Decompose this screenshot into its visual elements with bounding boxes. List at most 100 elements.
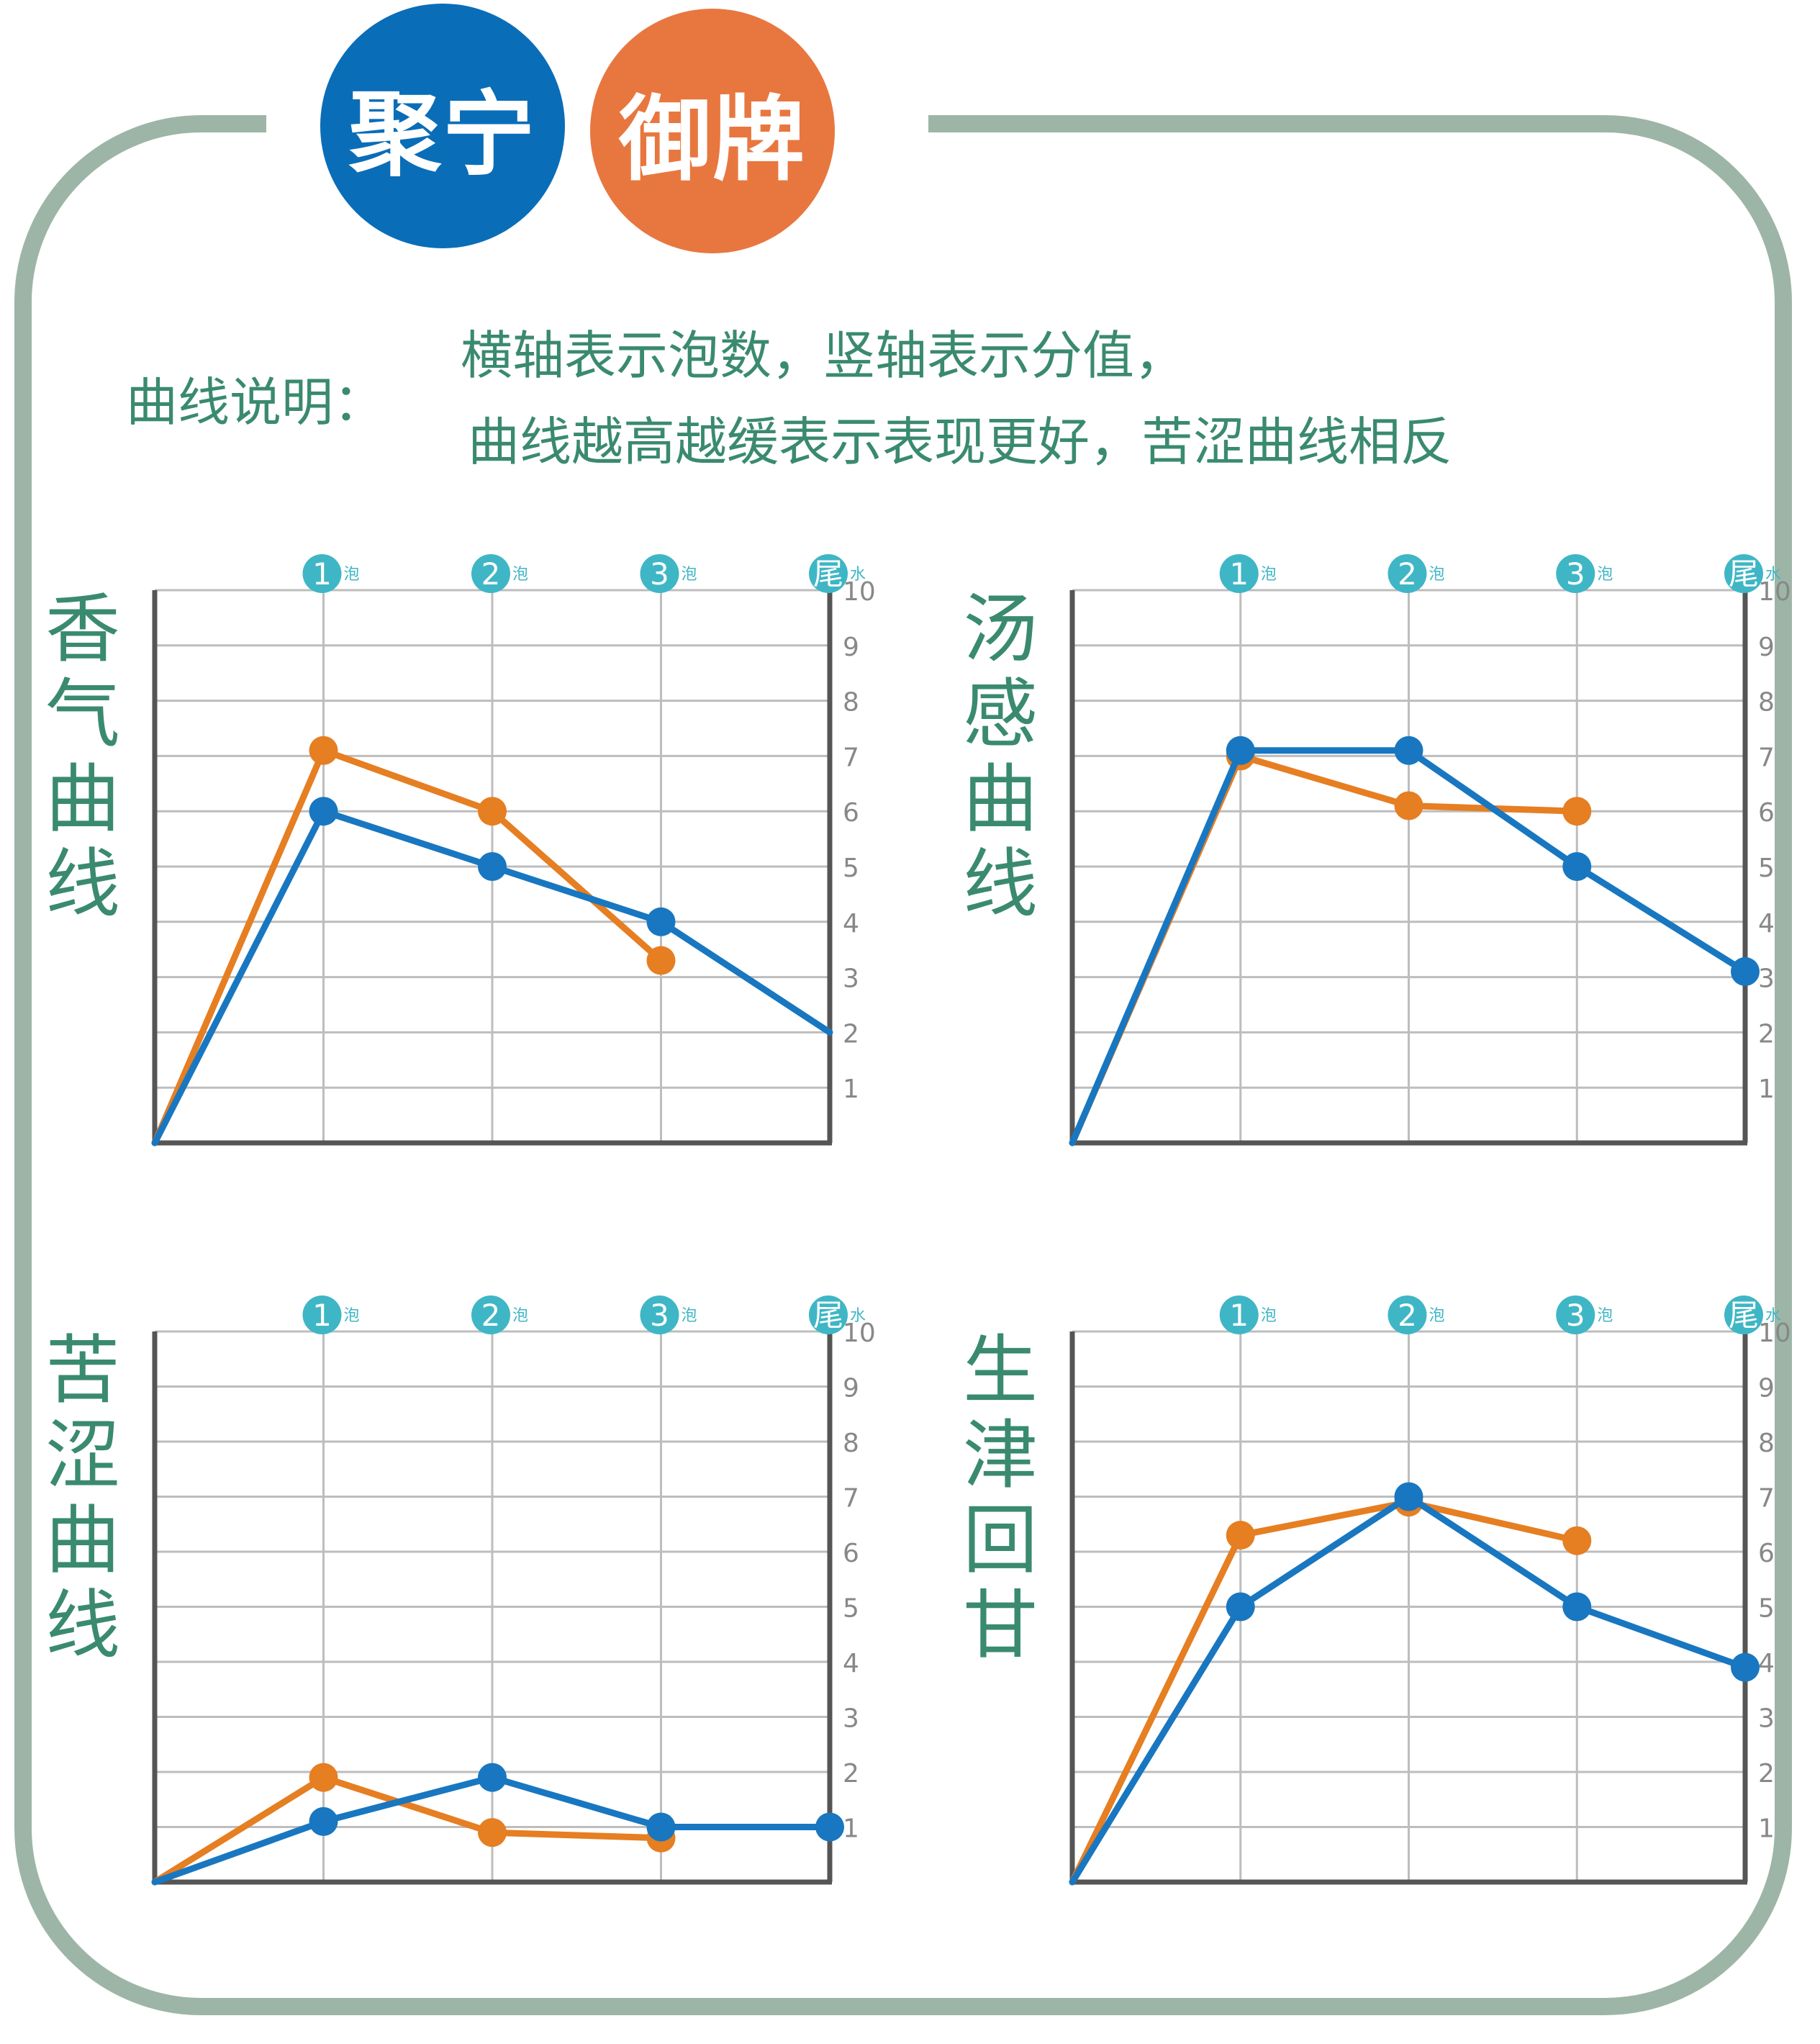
chart-0-ytick-label: 5 [843,854,859,883]
chart-2-series-blue-point [478,1763,507,1792]
chart-3-xmarker-suffix: 水 [1765,1307,1781,1325]
chart-2-xmarker-suffix: 泡 [682,1307,697,1325]
chart-1-xmarker-suffix: 泡 [1597,566,1613,584]
chart-2-ytick-label: 9 [843,1374,859,1403]
chart-2-xmarker-number: 1 [312,1298,332,1333]
chart-2-xmarker-suffix: 泡 [344,1307,360,1325]
chart-2-xmarker-number: 2 [481,1298,501,1333]
chart-2-ytick-label: 7 [843,1484,859,1514]
chart-0-ytick-label: 4 [843,909,859,939]
chart-2-xmarker-suffix: 水 [850,1307,866,1325]
chart-2-xmarker-circle [302,1295,342,1334]
chart-3-xmarker-suffix: 泡 [1597,1307,1613,1325]
chart-0-series-orange-line [151,747,664,1147]
chart-2-series-blue-point [309,1806,338,1836]
chart-0-ytick-label: 7 [843,743,859,772]
chart-title-aroma: 香气曲线 [45,585,120,928]
chart-1-series-blue-point [1731,957,1760,986]
chart-3-series-blue-point [1226,1592,1255,1622]
chart-1-xmarker-circle [1724,554,1763,593]
chart-2-series-blue-point [815,1812,844,1842]
chart-0-ytick-label: 3 [843,964,859,994]
chart-0-series-blue-point [309,797,338,826]
chart-2-series-orange-point [309,1763,338,1792]
chart-title-mouthfeel: 汤感曲线 [962,585,1038,928]
chart-0-xmarker-circle [302,554,342,593]
chart-3-series-blue-point [1394,1482,1423,1511]
chart-1-series-blue-point [1562,852,1592,881]
chart-3-series-orange-point [1226,1521,1255,1550]
chart-1-ytick-label: 6 [1758,798,1775,828]
chart-0-xmarker-number: 1 [312,556,332,592]
chart-2-ytick-label: 3 [843,1704,859,1734]
chart-2-ytick-label: 10 [843,1319,876,1348]
chart-3-xmarker-circle [1556,1295,1595,1334]
chart-3-ytick-label: 2 [1758,1759,1775,1788]
chart-2-ytick-label: 6 [843,1539,859,1568]
chart-3-ytick-label: 4 [1758,1649,1775,1678]
chart-2-ytick-label: 2 [843,1759,859,1788]
chart-3-ytick-label: 9 [1758,1374,1775,1403]
chart-0-ytick-label: 2 [843,1019,859,1049]
chart-0-series-blue-point [478,852,507,881]
chart-3-series-orange-line [1069,1498,1580,1886]
chart-0-ytick-label: 9 [843,633,859,662]
chart-3-xmarker-number: 1 [1229,1298,1249,1333]
chart-0-xmarker-suffix: 泡 [682,566,697,584]
chart-0-xmarker-suffix: 泡 [512,566,528,584]
chart-3-series-blue-point [1731,1652,1760,1682]
chart-0-xmarker-suffix: 泡 [344,566,360,584]
chart-2-xmarker-circle [809,1295,848,1334]
chart-3-ytick-label: 8 [1758,1429,1775,1458]
chart-3-ytick-label: 10 [1758,1319,1791,1348]
chart-3-ytick-label: 1 [1758,1814,1775,1844]
chart-3-xmarker-circle [1387,1295,1427,1334]
chart-0-ytick-label: 6 [843,798,859,828]
brand-logo-yupai: 御牌 [590,9,835,253]
chart-2-xmarker-circle [640,1295,679,1334]
chart-3-series-orange-point [1562,1526,1592,1555]
chart-1-series-blue-point [1394,736,1423,765]
chart-3-ytick-label: 5 [1758,1594,1775,1624]
chart-1-xmarker-number: 1 [1229,556,1249,592]
chart-1-ytick-label: 5 [1758,854,1775,883]
chart-2-xmarker-circle [471,1295,510,1334]
chart-3-xmarker-number: 3 [1566,1298,1585,1333]
chart-1-xmarker-number: 尾 [1729,556,1759,592]
chart-2-ytick-label: 1 [843,1814,859,1844]
chart-3-ytick-label: 6 [1758,1539,1775,1568]
chart-0-series-blue-point [646,907,676,936]
chart-0-ytick-label: 10 [843,577,876,607]
chart-1-xmarker-number: 2 [1398,556,1417,592]
chart-2-ytick-label: 8 [843,1429,859,1458]
chart-title-salivation: 生津回甘 [962,1326,1038,1669]
chart-1-xmarker-suffix: 泡 [1429,566,1445,584]
chart-0-xmarker-number: 3 [650,556,669,592]
chart-title-bitterness: 苦涩曲线 [45,1326,120,1669]
chart-0-xmarker-number: 尾 [813,556,843,592]
chart-3-series-blue-point [1562,1592,1592,1622]
chart-0-series-orange-point [478,797,507,826]
chart-1-ytick-label: 8 [1758,688,1775,718]
chart-2-series-blue-point [646,1812,676,1842]
chart-1-series-orange-point [1562,797,1592,826]
chart-1-series-orange-point [1394,791,1423,820]
chart-3-xmarker-number: 2 [1398,1298,1417,1333]
chart-1-ytick-label: 1 [1758,1075,1775,1104]
chart-1-ytick-label: 9 [1758,633,1775,662]
chart-1-ytick-label: 10 [1758,577,1791,607]
chart-1-xmarker-circle [1219,554,1259,593]
chart-3-ytick-label: 7 [1758,1484,1775,1514]
chart-1-xmarker-circle [1556,554,1595,593]
chart-0-series-orange-point [646,946,676,975]
chart-2-series-orange-point [478,1818,507,1848]
chart-3-xmarker-suffix: 泡 [1429,1307,1445,1325]
chart-3-xmarker-circle [1724,1295,1763,1334]
chart-0-xmarker-circle [809,554,848,593]
chart-2-series-orange-line [151,1774,664,1886]
chart-3-xmarker-suffix: 泡 [1261,1307,1277,1325]
chart-2-xmarker-suffix: 泡 [512,1307,528,1325]
chart-3-xmarker-number: 尾 [1729,1298,1759,1333]
chart-1-ytick-label: 7 [1758,743,1775,772]
